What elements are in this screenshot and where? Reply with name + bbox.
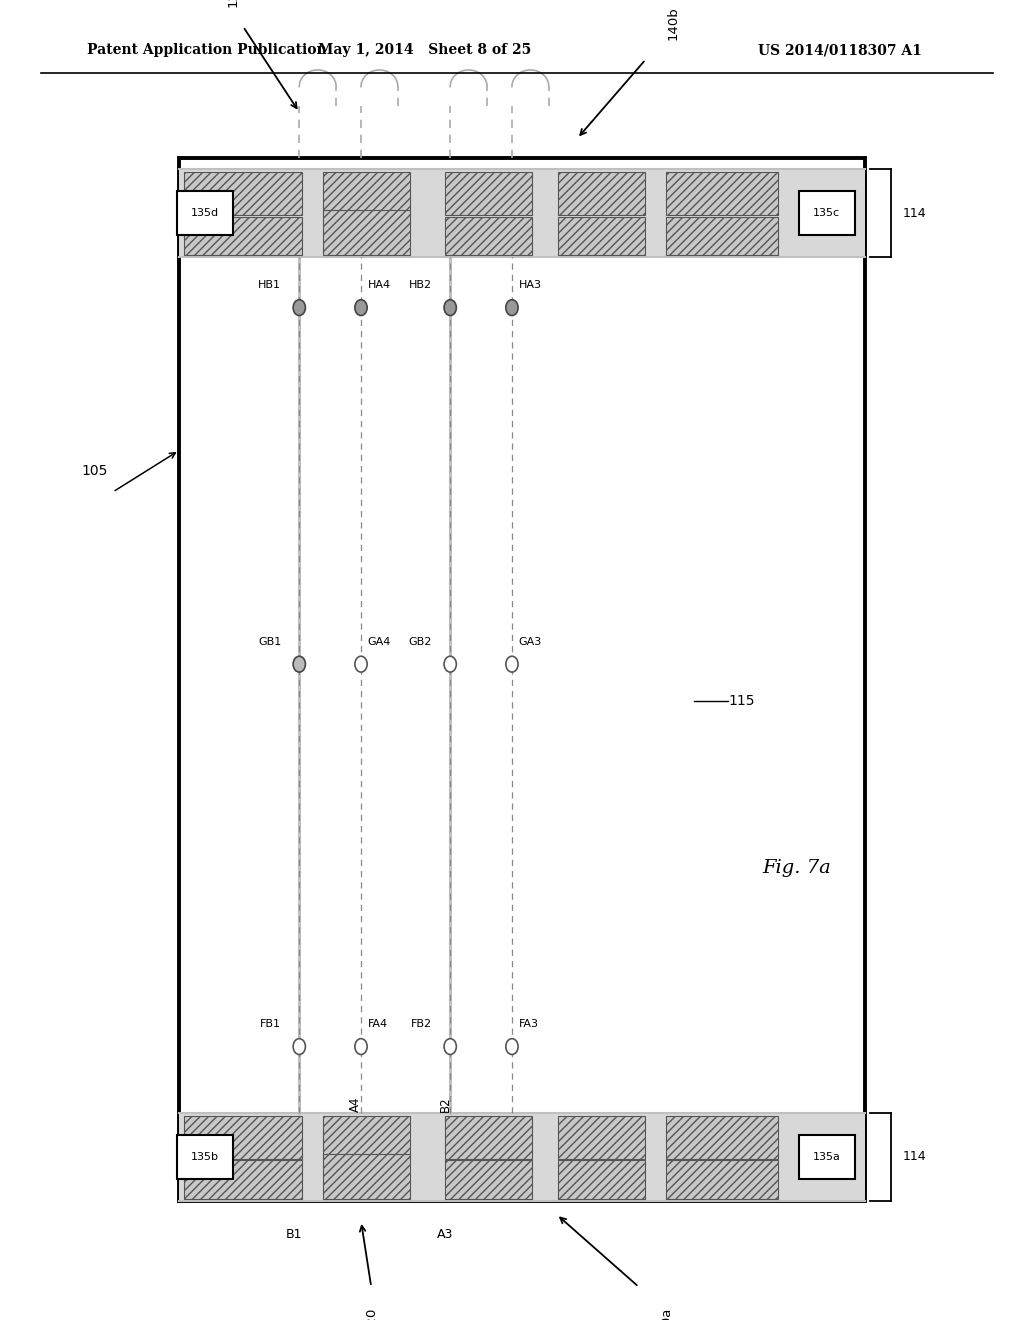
Bar — [184, 1160, 302, 1199]
Text: 140a: 140a — [659, 1307, 673, 1320]
Bar — [445, 173, 532, 215]
Text: 135d: 135d — [191, 209, 219, 218]
Bar — [323, 1117, 410, 1159]
Circle shape — [293, 656, 305, 672]
Bar — [558, 1117, 645, 1159]
Bar — [666, 1117, 778, 1159]
Text: HA3: HA3 — [519, 280, 542, 290]
Text: HB2: HB2 — [409, 280, 432, 290]
Bar — [445, 1160, 532, 1199]
Bar — [666, 216, 778, 255]
Bar — [177, 1135, 233, 1179]
Text: 120: 120 — [226, 0, 240, 7]
Bar — [323, 1154, 410, 1199]
Text: 114: 114 — [903, 207, 927, 219]
Circle shape — [444, 300, 457, 315]
Bar — [558, 173, 645, 215]
Circle shape — [355, 300, 368, 315]
Bar — [445, 216, 532, 255]
Text: GA3: GA3 — [519, 638, 542, 647]
Text: 135b: 135b — [191, 1152, 219, 1162]
Text: B1: B1 — [286, 1228, 302, 1241]
Bar — [179, 1113, 865, 1201]
Text: HB1: HB1 — [258, 280, 282, 290]
Circle shape — [444, 1039, 457, 1055]
Bar — [558, 1160, 645, 1199]
Text: 120: 120 — [365, 1307, 378, 1320]
Text: May 1, 2014   Sheet 8 of 25: May 1, 2014 Sheet 8 of 25 — [318, 44, 531, 57]
Bar — [445, 1117, 532, 1159]
Bar — [799, 191, 855, 235]
Circle shape — [293, 300, 305, 315]
Text: A3: A3 — [437, 1228, 454, 1241]
Bar — [666, 1160, 778, 1199]
Text: 135c: 135c — [813, 209, 841, 218]
Text: 115: 115 — [728, 693, 755, 708]
Text: FA3: FA3 — [519, 1019, 539, 1030]
Text: HA4: HA4 — [368, 280, 391, 290]
Text: 135a: 135a — [813, 1152, 841, 1162]
Circle shape — [506, 1039, 518, 1055]
Circle shape — [355, 1039, 368, 1055]
Circle shape — [506, 656, 518, 672]
Text: Fig. 7a: Fig. 7a — [762, 858, 831, 876]
Bar — [184, 216, 302, 255]
Text: 105: 105 — [81, 465, 108, 478]
Bar — [323, 210, 410, 255]
Text: FB1: FB1 — [260, 1019, 282, 1030]
Text: Patent Application Publication: Patent Application Publication — [87, 44, 327, 57]
Text: GB1: GB1 — [258, 638, 282, 647]
Text: US 2014/0118307 A1: US 2014/0118307 A1 — [758, 44, 922, 57]
Bar — [666, 173, 778, 215]
Bar — [558, 216, 645, 255]
Bar — [177, 191, 233, 235]
Bar — [184, 1117, 302, 1159]
Bar — [799, 1135, 855, 1179]
Text: FB2: FB2 — [411, 1019, 432, 1030]
Text: 114: 114 — [903, 1151, 927, 1163]
Text: GA4: GA4 — [368, 638, 391, 647]
Circle shape — [355, 656, 368, 672]
Text: GB2: GB2 — [409, 638, 432, 647]
Bar — [179, 158, 865, 1201]
Circle shape — [444, 656, 457, 672]
Text: B2: B2 — [438, 1097, 452, 1113]
Circle shape — [506, 300, 518, 315]
Text: A4: A4 — [349, 1097, 362, 1113]
Bar — [179, 169, 865, 257]
Circle shape — [293, 1039, 305, 1055]
Bar — [323, 173, 410, 215]
Bar — [184, 173, 302, 215]
Text: 140b: 140b — [667, 5, 680, 40]
Text: FA4: FA4 — [368, 1019, 388, 1030]
